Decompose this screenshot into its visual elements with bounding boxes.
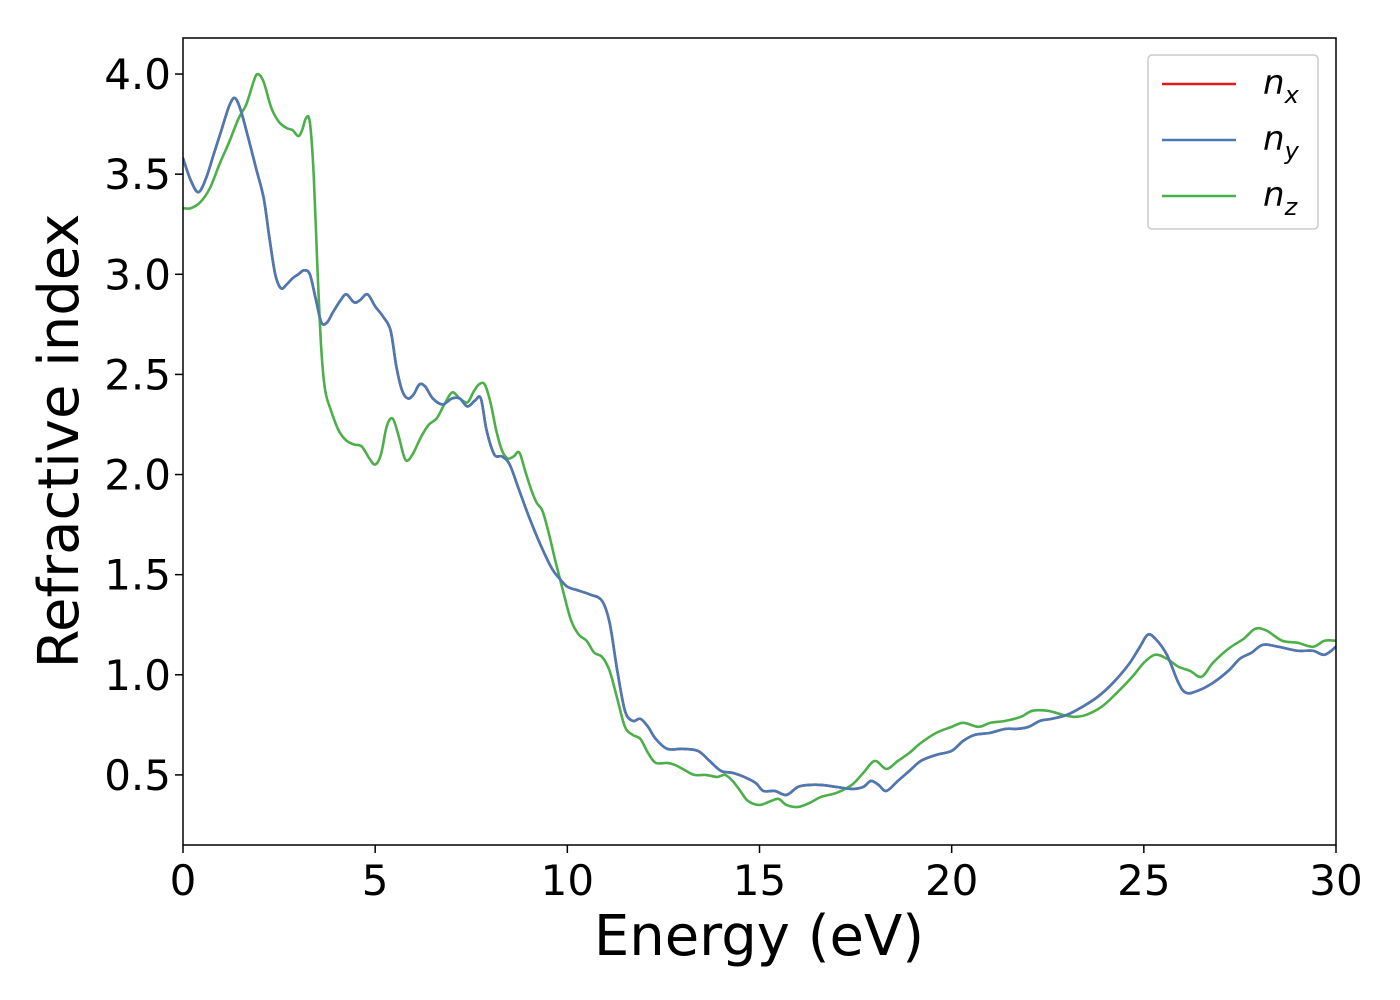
legend-label-base: n — [1263, 119, 1285, 159]
series-layer — [183, 72, 1336, 809]
x-tick-label: 30 — [1309, 856, 1362, 905]
y-axis-title: Refractive index — [27, 214, 92, 669]
series-line-n-z — [183, 72, 1336, 809]
y-tick-label: 3.5 — [104, 150, 171, 199]
x-axis-title: Energy (eV) — [594, 904, 924, 969]
y-tick-label: 0.5 — [104, 751, 171, 800]
plot-area — [183, 38, 1336, 845]
y-tick-label: 3.0 — [104, 250, 171, 299]
series-line-n-y — [183, 96, 1336, 797]
legend-label-subscript: x — [1284, 81, 1300, 109]
legend-label-n-y: ny — [1263, 119, 1300, 165]
y-tick-label: 2.0 — [104, 451, 171, 500]
y-tick-label: 1.5 — [104, 551, 171, 600]
y-tick-label: 2.5 — [104, 350, 171, 399]
y-axis: 0.5 1.0 1.5 2.0 2.5 3.0 3.5 4.0 — [104, 50, 183, 800]
legend-label-subscript: y — [1284, 137, 1300, 165]
legend-frame — [1147, 54, 1319, 230]
legend-label-base: n — [1263, 175, 1285, 215]
legend-label-n-x: nx — [1263, 63, 1300, 109]
y-tick-label: 1.0 — [104, 651, 171, 700]
x-tick-label: 5 — [362, 856, 389, 905]
x-tick-label: 25 — [1117, 856, 1170, 905]
legend-label-base: n — [1263, 63, 1285, 103]
x-axis: 0 5 10 15 20 25 30 — [170, 845, 1363, 905]
x-tick-label: 20 — [925, 856, 978, 905]
x-tick-label: 10 — [541, 856, 594, 905]
y-tick-label: 4.0 — [104, 50, 171, 99]
legend-label-subscript: z — [1284, 193, 1299, 221]
legend-label-n-z: nz — [1263, 175, 1299, 221]
x-tick-label: 0 — [170, 856, 197, 905]
x-tick-label: 15 — [733, 856, 786, 905]
